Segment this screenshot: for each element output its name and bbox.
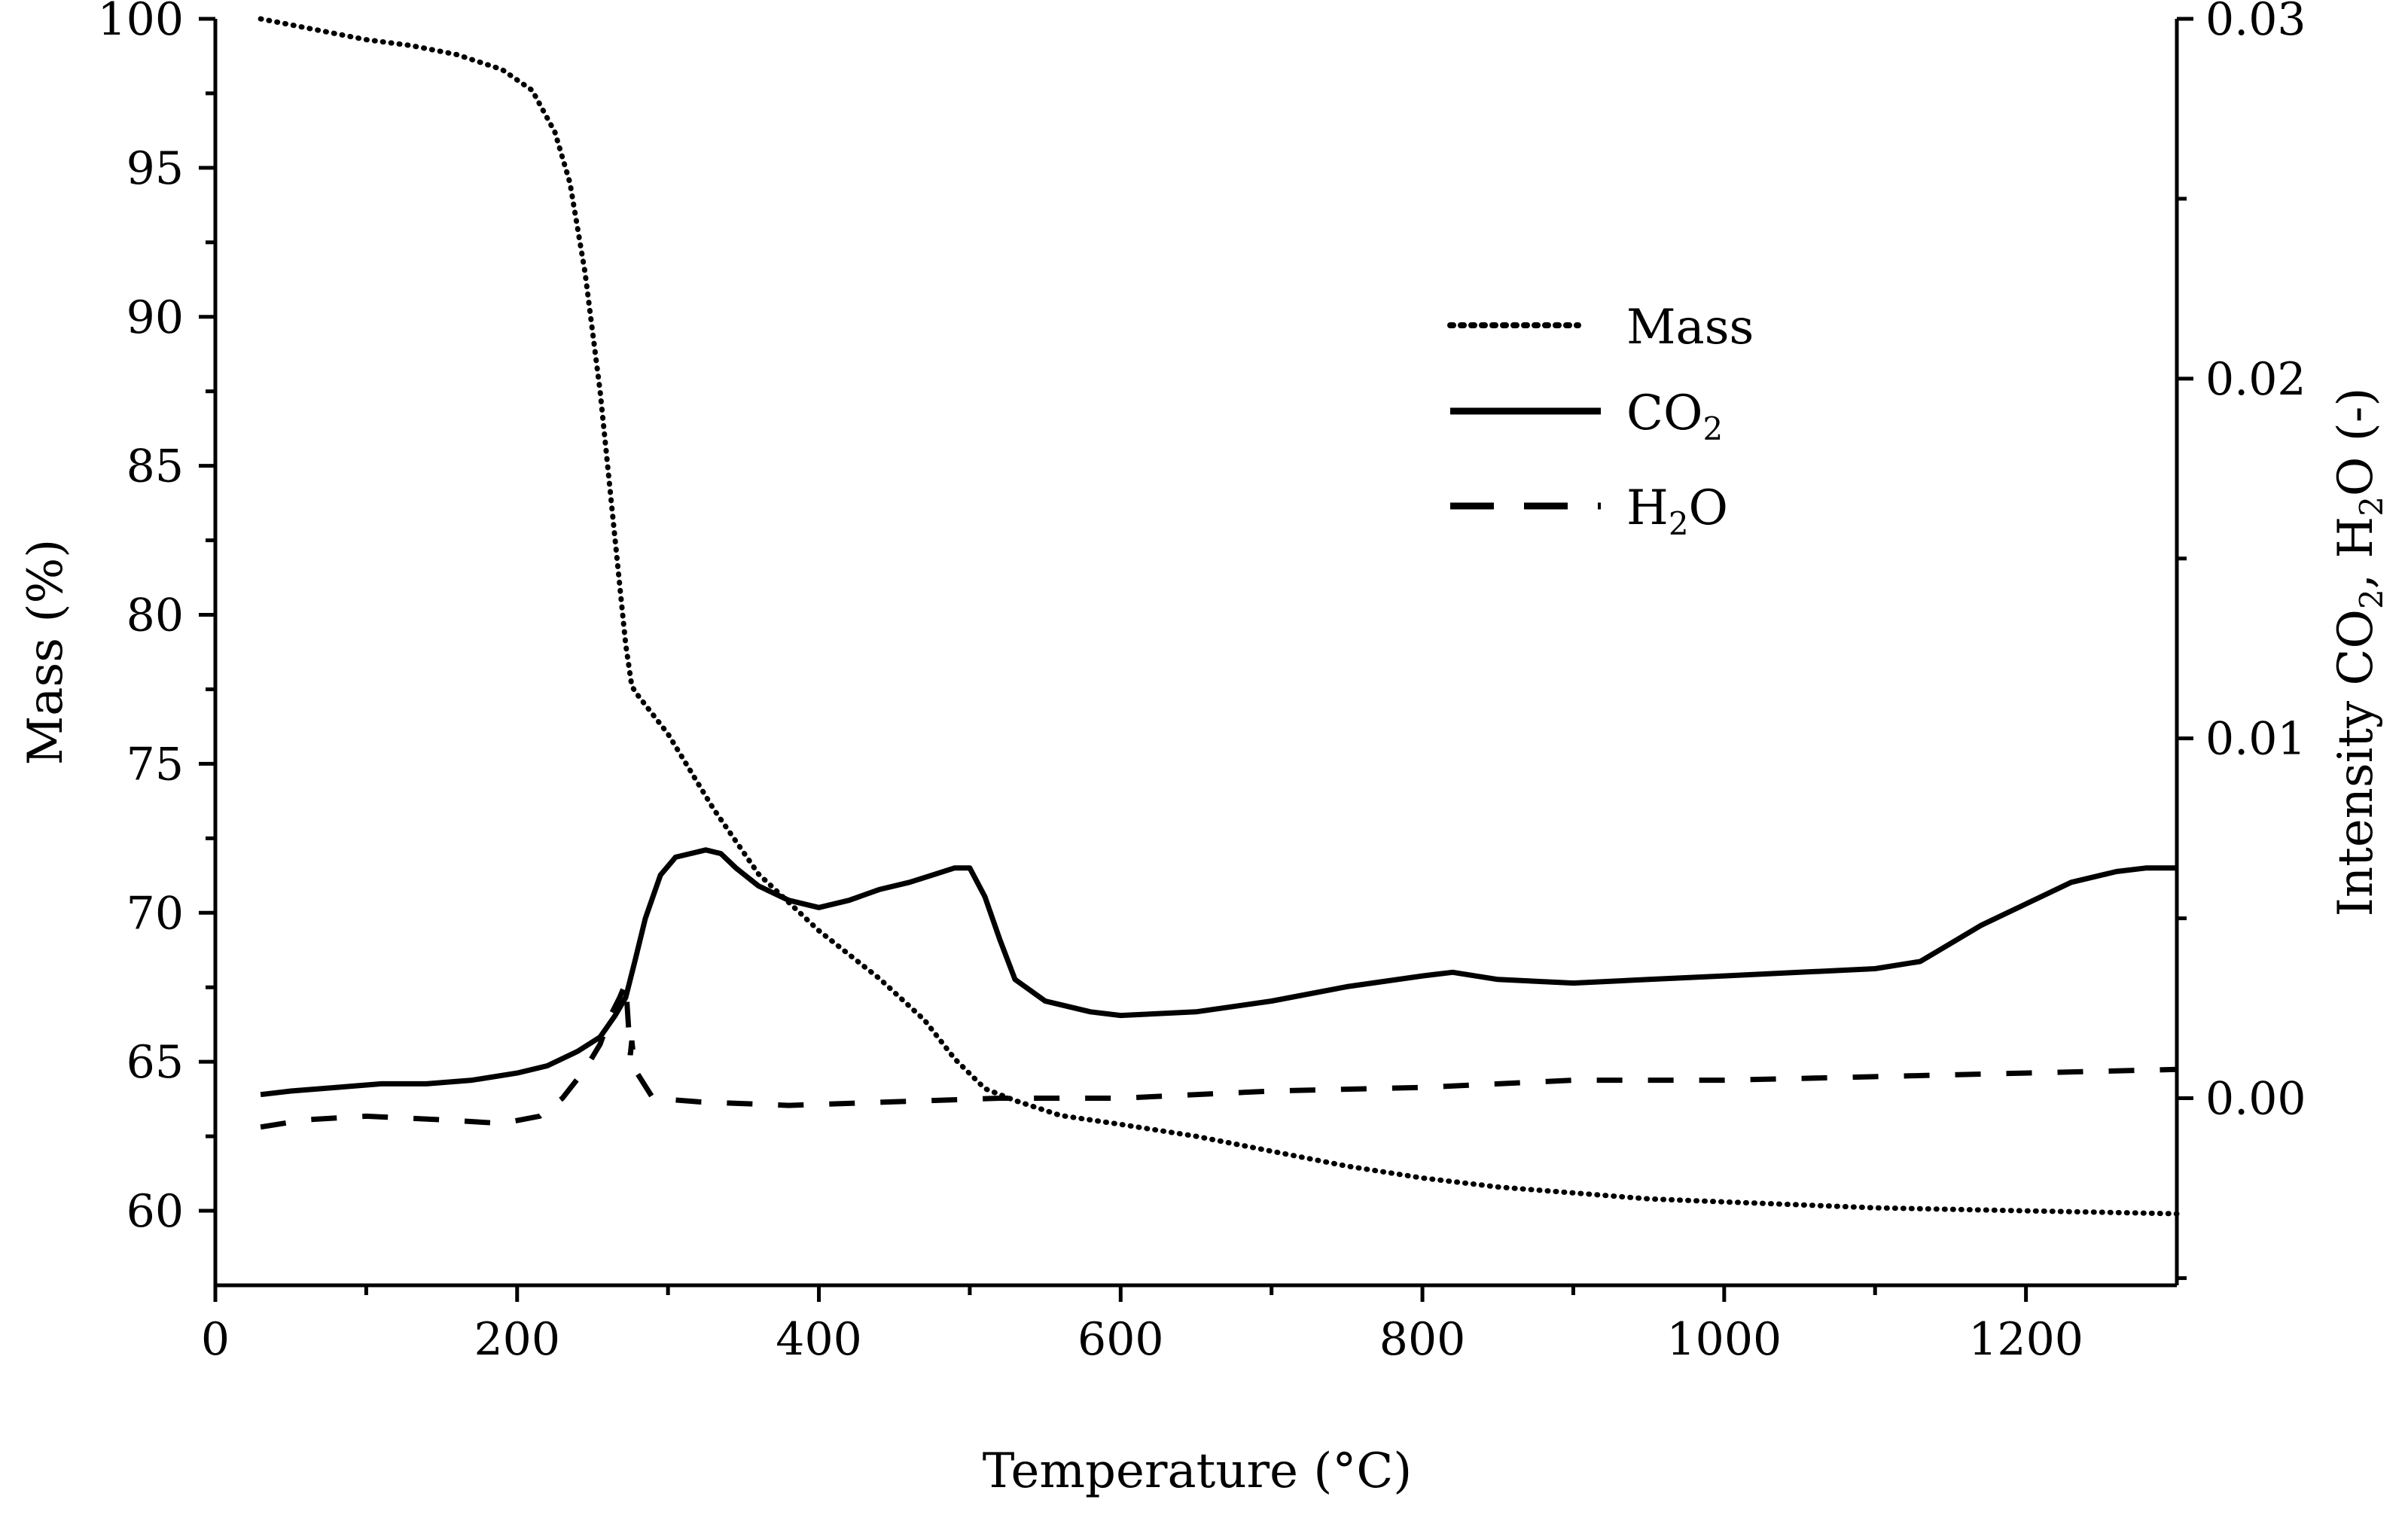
y-tick-label: 80 xyxy=(126,590,184,642)
y2-title-part-2: , H xyxy=(2328,517,2384,590)
x-tick-label: 1200 xyxy=(1968,1313,2083,1366)
y2-tick-label: 0.01 xyxy=(2205,713,2306,766)
y2-tick-label: 0.00 xyxy=(2205,1073,2306,1126)
legend-h2o-suffix: O xyxy=(1689,480,1728,536)
y-tick-label: 65 xyxy=(126,1036,184,1089)
x-axis-title: Temperature (°C) xyxy=(983,1443,1413,1499)
y2-axis-title: Intensity CO2, H2O (-) xyxy=(2328,388,2390,917)
y-left-ticks: 60 65 70 75 80 85 90 95 100 xyxy=(97,0,215,1238)
series-mass-line xyxy=(258,16,2180,1217)
legend: Mass CO2 H2O xyxy=(1447,300,1754,542)
legend-mass-label: Mass xyxy=(1626,300,1754,355)
plot-area xyxy=(258,16,2180,1217)
series-h2o-line xyxy=(260,982,2178,1130)
y2-title-sub-2: 2 xyxy=(2353,496,2390,517)
legend-co2-sub: 2 xyxy=(1702,410,1723,447)
y2-title-part-1: Intensity CO xyxy=(2328,609,2384,916)
legend-h2o-sub: 2 xyxy=(1669,505,1689,542)
x-tick-label: 800 xyxy=(1379,1313,1466,1366)
y-tick-label: 85 xyxy=(126,440,184,493)
y2-tick-label: 0.02 xyxy=(2205,353,2306,406)
y2-title-sub-1: 2 xyxy=(2353,589,2390,609)
series-co2-line xyxy=(260,847,2177,1098)
legend-h2o-label: H2O xyxy=(1626,480,1728,542)
y-right-ticks: 0.00 0.01 0.02 0.03 xyxy=(2177,0,2306,1280)
y2-title-part-3: O (-) xyxy=(2328,388,2384,496)
x-ticks: 0 200 400 600 800 1000 1200 xyxy=(201,1285,2083,1366)
y-tick-label: 70 xyxy=(126,887,184,940)
y-tick-label: 75 xyxy=(126,738,184,791)
x-tick-label: 600 xyxy=(1078,1313,1164,1366)
x-tick-label: 1000 xyxy=(1666,1313,1782,1366)
x-tick-label: 400 xyxy=(776,1313,862,1366)
legend-co2-text: CO xyxy=(1626,386,1702,441)
y-tick-label: 90 xyxy=(126,291,184,344)
legend-h2o-text: H xyxy=(1626,480,1669,536)
x-tick-label: 200 xyxy=(474,1313,561,1366)
x-tick-label: 0 xyxy=(201,1313,230,1366)
y-tick-label: 60 xyxy=(126,1185,184,1238)
legend-mass-text: Mass xyxy=(1626,300,1754,355)
y-tick-label: 100 xyxy=(97,0,184,46)
y-axis-title: Mass (%) xyxy=(18,539,74,765)
y2-tick-label: 0.03 xyxy=(2205,0,2306,46)
legend-co2-label: CO2 xyxy=(1626,386,1723,447)
y-tick-label: 95 xyxy=(126,142,184,195)
